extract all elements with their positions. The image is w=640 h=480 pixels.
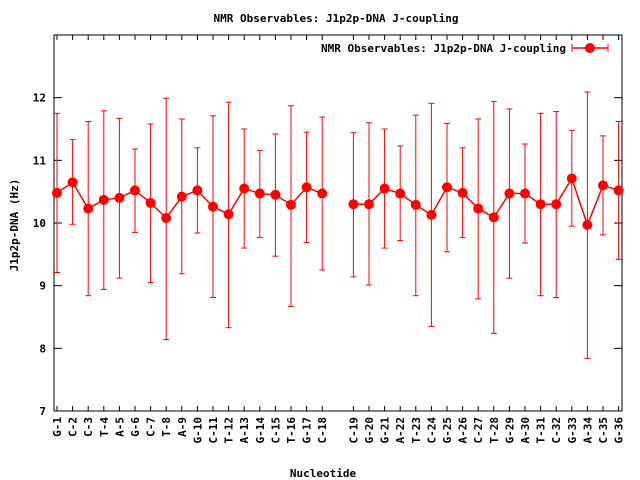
data-point	[426, 209, 437, 220]
data-point	[161, 212, 172, 223]
x-tick-label: A-5	[113, 417, 126, 437]
plot-frame	[53, 34, 623, 412]
x-tick-label: T-8	[160, 417, 173, 437]
x-axis-label: Nucleotide	[290, 467, 357, 480]
x-tick-label: C-18	[316, 417, 329, 444]
x-tick-label: C-11	[207, 417, 220, 444]
data-point	[598, 180, 608, 191]
x-tick-label: T-12	[223, 417, 236, 444]
x-tick-label: T-31	[535, 417, 548, 444]
data-point	[613, 185, 624, 196]
data-point	[504, 188, 515, 199]
x-tick-label: G-17	[301, 417, 314, 444]
x-tick-label: A-30	[519, 417, 532, 444]
y-tick-label: 8	[39, 342, 46, 355]
x-tick-label: A-9	[176, 417, 189, 437]
data-point	[67, 177, 78, 188]
data-point	[192, 185, 203, 196]
data-point	[566, 173, 577, 184]
y-tick-label: 9	[39, 280, 46, 293]
data-point	[348, 199, 359, 210]
x-tick-label: C-27	[472, 417, 485, 444]
legend-label: NMR Observables: J1p2p-DNA J-coupling	[321, 42, 566, 55]
data-point	[395, 188, 406, 199]
data-point	[473, 203, 484, 214]
data-point	[457, 187, 468, 198]
y-tick-label: 12	[33, 92, 46, 105]
legend-marker	[585, 43, 595, 53]
x-tick-label: C-35	[597, 417, 610, 444]
x-tick-label: A-34	[581, 417, 594, 444]
chart-title: NMR Observables: J1p2p-DNA J-coupling	[213, 12, 458, 25]
data-point	[520, 188, 530, 199]
data-point	[114, 192, 125, 203]
x-tick-label: G-14	[254, 417, 267, 444]
data-point	[379, 183, 390, 194]
x-tick-label: C-2	[67, 417, 80, 437]
y-axis-label: J1p2p-DNA (Hz)	[8, 179, 21, 272]
x-tick-label: G-36	[613, 417, 626, 444]
x-tick-label: A-13	[238, 417, 251, 444]
x-tick-label: A-26	[457, 417, 470, 444]
data-point	[145, 197, 156, 208]
x-tick-label: G-33	[566, 417, 579, 444]
y-tick-label: 7	[39, 405, 46, 418]
x-tick-label: T-23	[410, 417, 423, 444]
data-point	[176, 191, 187, 202]
y-tick-label: 10	[33, 217, 46, 230]
data-point	[254, 188, 265, 199]
data-point	[83, 203, 94, 214]
series-line	[353, 176, 619, 228]
data-point	[582, 219, 593, 230]
x-tick-label: G-25	[441, 417, 454, 444]
plot-area: 7 8 9 10 11 12 G-1 C-2 C-3 T-4 A-5 G-6 C-7 T-8 A-9 G-10…	[33, 34, 626, 444]
x-tick-label: T-16	[285, 417, 298, 444]
data-point	[98, 194, 109, 205]
x-tick-label: C-32	[550, 417, 563, 444]
x-tick-label: T-28	[488, 417, 501, 444]
data-point	[442, 182, 452, 193]
x-tick-label: G-10	[191, 417, 204, 444]
data-point	[535, 199, 546, 210]
data-point	[223, 209, 234, 220]
x-tick-label: G-1	[51, 417, 64, 437]
x-tick-label: G-20	[363, 417, 376, 444]
y-tick-label: 11	[33, 154, 47, 167]
data-point	[52, 187, 62, 198]
data-point	[301, 182, 312, 193]
x-tick-label: G-21	[379, 417, 392, 444]
data-point	[488, 212, 499, 223]
x-tick-label: A-22	[394, 417, 407, 444]
data-point	[270, 189, 281, 200]
x-tick-label: C-24	[425, 417, 438, 444]
data-point	[551, 199, 562, 210]
x-tick-label: G-6	[129, 417, 142, 437]
data-point	[364, 199, 374, 210]
x-tick-label: C-19	[347, 417, 360, 444]
data-point	[239, 183, 250, 194]
series-line	[56, 181, 323, 220]
x-tick-label: C-3	[82, 417, 95, 437]
data-point	[410, 199, 421, 210]
data-point	[208, 201, 218, 212]
x-tick-label: T-4	[98, 417, 111, 437]
data-point	[130, 185, 140, 196]
data-point	[286, 199, 296, 210]
data-point	[317, 188, 328, 199]
x-tick-label: G-29	[503, 417, 516, 444]
x-tick-label: C-15	[269, 417, 282, 444]
legend: NMR Observables: J1p2p-DNA J-coupling	[321, 42, 609, 55]
x-tick-label: C-7	[145, 417, 158, 437]
